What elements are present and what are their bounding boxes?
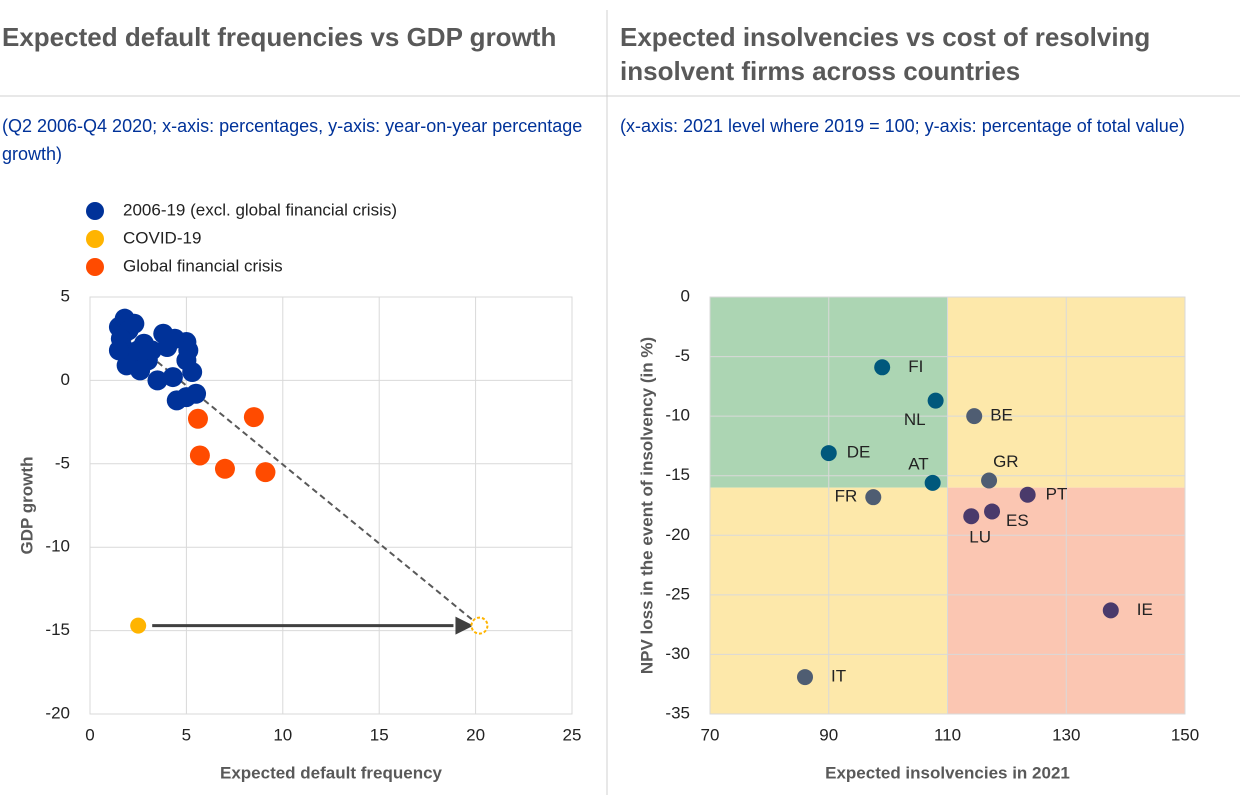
- y-tick-label: -10: [45, 537, 70, 556]
- point: [865, 489, 882, 506]
- point-label: FI: [908, 357, 923, 376]
- legend-label: COVID-19: [123, 228, 201, 247]
- y-tick-label: -25: [665, 584, 690, 603]
- x-tick-label: 15: [370, 725, 389, 744]
- legend-marker: [86, 258, 104, 276]
- point: [255, 462, 276, 483]
- point: [187, 408, 208, 429]
- left-subtitle: (Q2 2006-Q4 2020; x-axis: percentages, y…: [2, 116, 583, 164]
- point-label: LU: [969, 528, 991, 547]
- point: [963, 508, 980, 525]
- x-tick-label: 110: [934, 725, 961, 744]
- legend-marker: [86, 202, 104, 220]
- x-tick-label: 150: [1171, 725, 1199, 744]
- point: [124, 313, 145, 334]
- legend-label: Global financial crisis: [123, 256, 283, 275]
- point: [984, 503, 1001, 520]
- x-tick-label: 20: [466, 725, 485, 744]
- point: [214, 458, 235, 479]
- point-label: DE: [847, 443, 871, 462]
- x-tick-label: 90: [819, 725, 838, 744]
- point: [1102, 602, 1119, 619]
- x-tick-label: 0: [85, 725, 94, 744]
- point: [141, 340, 162, 361]
- point: [924, 474, 941, 491]
- point-label: BE: [990, 406, 1013, 425]
- point: [1019, 486, 1036, 503]
- point: [797, 669, 813, 686]
- point: [966, 408, 983, 425]
- y-tick-label: -5: [675, 346, 690, 365]
- point: [130, 617, 147, 634]
- plot-frame: [89, 296, 573, 715]
- point-label: NL: [904, 410, 926, 429]
- point: [820, 445, 837, 462]
- y-axis-title: GDP growth: [17, 457, 36, 555]
- point: [182, 362, 203, 383]
- point: [243, 407, 264, 428]
- legend-marker: [86, 230, 104, 248]
- point-label: IE: [1137, 600, 1153, 619]
- point-label: FR: [835, 487, 858, 506]
- point-label: IT: [831, 667, 846, 686]
- x-tick-label: 25: [563, 725, 582, 744]
- point: [108, 340, 129, 361]
- x-axis-title: Expected default frequency: [220, 763, 443, 782]
- y-tick-label: -20: [665, 525, 690, 544]
- y-axis-title: NPV loss in the event of insolvency (in …: [637, 337, 656, 674]
- x-tick-label: 70: [701, 725, 720, 744]
- arrow-head: [455, 616, 474, 635]
- right-subtitle: (x-axis: 2021 level where 2019 = 100; y-…: [620, 116, 1185, 136]
- y-tick-label: -5: [55, 453, 70, 472]
- legend-label: 2006-19 (excl. global financial crisis): [123, 200, 397, 219]
- point-label: ES: [1006, 511, 1029, 530]
- trend-line: [118, 329, 481, 627]
- y-tick-label: 0: [61, 370, 70, 389]
- y-tick-label: -15: [665, 465, 690, 484]
- point: [981, 472, 998, 489]
- point: [130, 360, 151, 381]
- right-title: Expected insolvencies vs cost of resolvi…: [620, 22, 1151, 86]
- y-tick-label: 5: [61, 286, 70, 305]
- point: [186, 383, 207, 404]
- y-tick-label: 0: [681, 286, 690, 305]
- projected-point: [470, 616, 489, 635]
- point-label: AT: [908, 454, 928, 473]
- point: [927, 392, 944, 409]
- y-tick-label: -30: [665, 644, 690, 663]
- point-label: GR: [993, 452, 1019, 471]
- x-tick-label: 130: [1052, 725, 1080, 744]
- left-title: Expected default frequencies vs GDP grow…: [2, 22, 557, 52]
- y-tick-label: -35: [665, 703, 690, 722]
- point-label: PT: [1046, 484, 1068, 503]
- x-tick-label: 10: [273, 725, 292, 744]
- x-axis-title: Expected insolvencies in 2021: [825, 763, 1070, 782]
- y-tick-label: -20: [45, 703, 70, 722]
- point: [874, 359, 891, 376]
- x-tick-label: 5: [182, 725, 191, 744]
- point: [189, 445, 210, 466]
- point: [147, 370, 168, 391]
- plot-frame: [709, 296, 1186, 715]
- y-tick-label: -10: [665, 406, 690, 425]
- y-tick-label: -15: [45, 620, 70, 639]
- point: [162, 367, 183, 388]
